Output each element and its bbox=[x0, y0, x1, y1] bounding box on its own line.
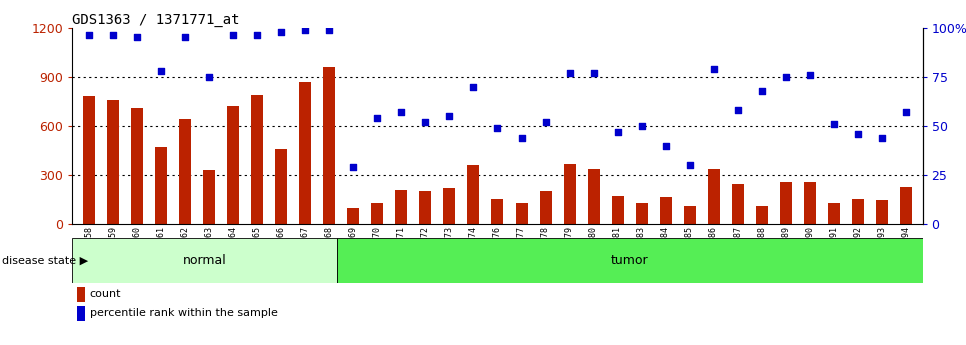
Text: normal: normal bbox=[183, 254, 226, 267]
Bar bbox=[131, 108, 143, 224]
Bar bbox=[755, 206, 768, 224]
Point bbox=[610, 129, 625, 135]
Point bbox=[706, 66, 722, 72]
Point bbox=[514, 135, 529, 140]
Bar bbox=[876, 200, 888, 224]
Point bbox=[346, 165, 361, 170]
Bar bbox=[899, 187, 912, 224]
Point bbox=[778, 74, 793, 80]
Bar bbox=[203, 170, 215, 224]
Bar bbox=[804, 181, 815, 224]
Point bbox=[466, 84, 481, 89]
Point bbox=[129, 35, 145, 40]
Text: GDS1363 / 1371771_at: GDS1363 / 1371771_at bbox=[72, 12, 240, 27]
Bar bbox=[828, 203, 839, 224]
Text: disease state ▶: disease state ▶ bbox=[2, 256, 88, 265]
Point bbox=[370, 115, 385, 121]
Point bbox=[538, 119, 554, 125]
Bar bbox=[299, 82, 311, 224]
Bar bbox=[636, 203, 647, 224]
Point bbox=[417, 119, 433, 125]
Text: count: count bbox=[90, 289, 122, 299]
Bar bbox=[443, 188, 455, 224]
Bar bbox=[395, 190, 408, 224]
Point bbox=[322, 27, 337, 32]
Point bbox=[441, 114, 457, 119]
Point bbox=[802, 72, 817, 78]
Point bbox=[658, 143, 673, 148]
Point bbox=[226, 33, 242, 38]
Bar bbox=[684, 206, 696, 224]
Bar bbox=[587, 169, 600, 224]
Point bbox=[105, 33, 121, 38]
Bar bbox=[275, 149, 287, 224]
Bar bbox=[540, 191, 552, 224]
Bar bbox=[780, 181, 792, 224]
Point bbox=[874, 135, 890, 140]
Text: percentile rank within the sample: percentile rank within the sample bbox=[90, 308, 277, 318]
Bar bbox=[227, 106, 240, 224]
Bar bbox=[660, 197, 671, 224]
Point bbox=[298, 27, 313, 32]
Bar bbox=[708, 169, 720, 224]
Bar bbox=[852, 199, 864, 224]
Point bbox=[562, 70, 578, 76]
Point bbox=[249, 33, 265, 38]
Point bbox=[826, 121, 841, 127]
Bar bbox=[156, 147, 167, 224]
Point bbox=[682, 162, 697, 168]
Bar bbox=[180, 119, 191, 224]
Bar bbox=[83, 96, 96, 224]
Bar bbox=[611, 196, 624, 224]
Point bbox=[850, 131, 866, 137]
Bar bbox=[492, 199, 503, 224]
Point bbox=[154, 68, 169, 73]
Point bbox=[753, 88, 769, 93]
Bar bbox=[731, 184, 744, 224]
Text: tumor: tumor bbox=[611, 254, 648, 267]
Bar bbox=[468, 165, 479, 224]
Bar bbox=[563, 164, 576, 224]
Point bbox=[394, 109, 410, 115]
Point bbox=[898, 109, 914, 115]
Bar bbox=[336, 238, 923, 283]
Point bbox=[202, 74, 217, 80]
Bar bbox=[419, 191, 432, 224]
Bar bbox=[72, 238, 336, 283]
Point bbox=[585, 70, 601, 76]
Bar bbox=[107, 100, 119, 224]
Bar bbox=[371, 203, 384, 224]
Bar bbox=[516, 203, 527, 224]
Point bbox=[730, 107, 746, 113]
Point bbox=[634, 123, 649, 129]
Point bbox=[273, 29, 289, 34]
Bar bbox=[251, 95, 264, 224]
Point bbox=[178, 35, 193, 40]
Point bbox=[490, 125, 505, 131]
Bar bbox=[324, 67, 335, 224]
Point bbox=[81, 33, 97, 38]
Bar bbox=[348, 208, 359, 224]
